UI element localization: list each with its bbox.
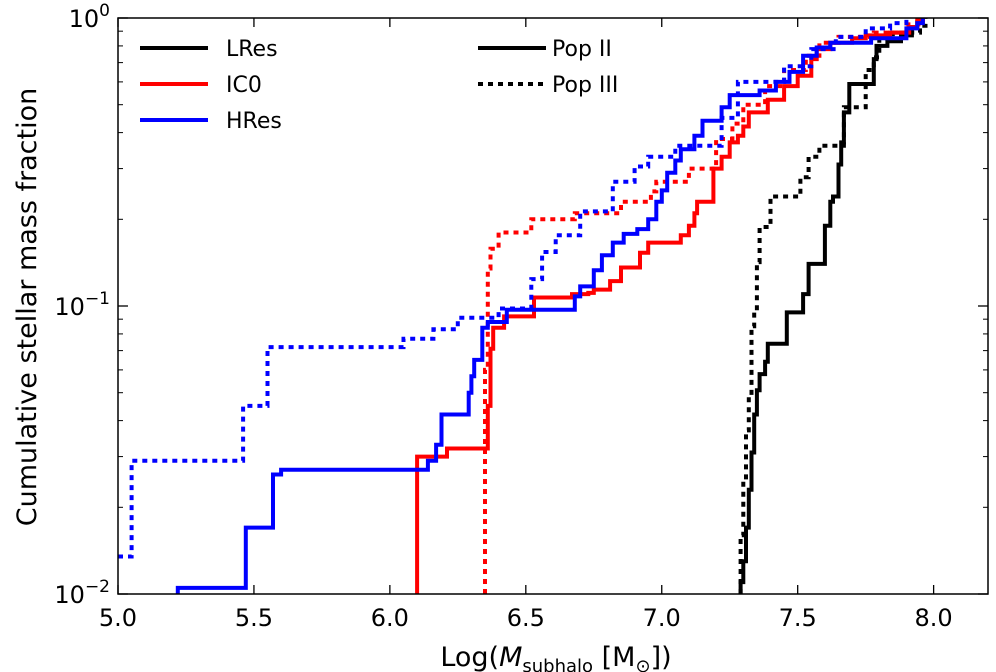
- legend-label-pop-ii: Pop II: [552, 37, 612, 62]
- x-tick-label: 5.0: [99, 604, 137, 632]
- axis-ticks: 5.0 5.5 6.0 6.5 7.0 7.5 8.0 10−2 10−1 100: [54, 1, 988, 632]
- x-tick-label: 6.0: [371, 604, 409, 632]
- legend-label-lres: LRes: [226, 37, 278, 62]
- y-tick-label: 10−1: [54, 289, 110, 321]
- y-tick-label: 10−2: [54, 577, 110, 609]
- x-axis-label: Log(Msubhalo [M⊙]): [440, 642, 671, 672]
- x-tick-label: 6.5: [507, 604, 545, 632]
- series-line-hres-pop-ii: [175, 18, 925, 594]
- legend-label-hres: HRes: [226, 109, 282, 134]
- legend-label-ic0: IC0: [226, 73, 262, 98]
- x-tick-label: 5.5: [235, 604, 273, 632]
- x-tick-label: 7.5: [779, 604, 817, 632]
- series-layer: [118, 18, 928, 594]
- series-line-lres-pop-ii: [738, 18, 925, 594]
- legend: LRes IC0 HRes Pop II Pop III: [140, 37, 618, 134]
- series-line-hres-pop-iii: [118, 18, 909, 559]
- y-tick-label: 100: [69, 1, 110, 33]
- legend-label-pop-iii: Pop III: [552, 73, 618, 98]
- series-line-lres-pop-iii: [738, 18, 928, 594]
- y-axis-label: Cumulative stellar mass fraction: [12, 88, 43, 526]
- x-tick-label: 8.0: [915, 604, 953, 632]
- x-tick-label: 7.0: [643, 604, 681, 632]
